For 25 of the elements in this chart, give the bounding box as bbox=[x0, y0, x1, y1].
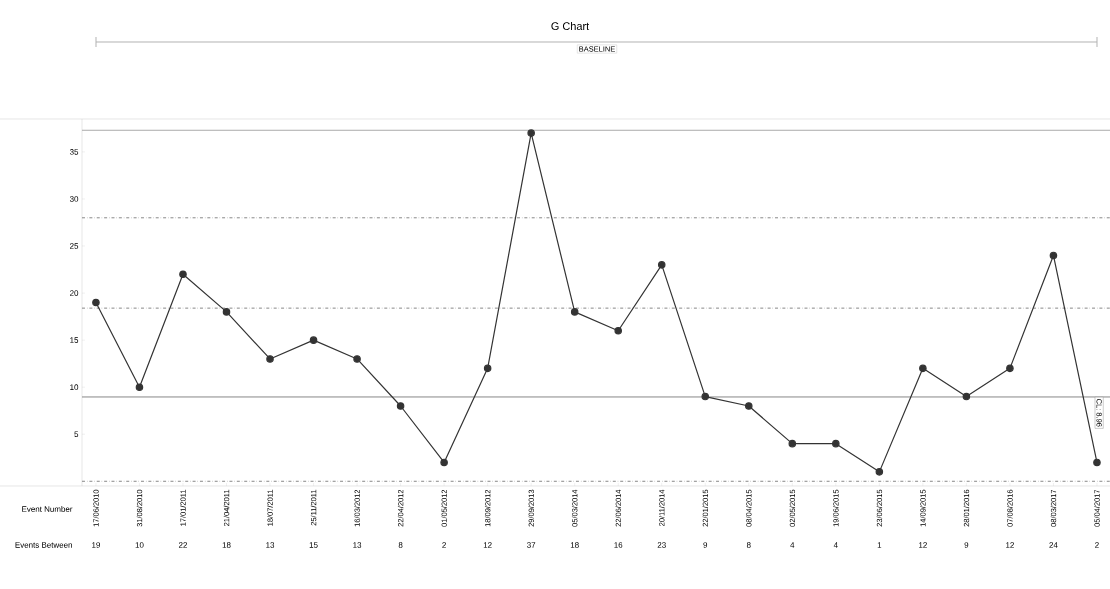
point bbox=[440, 458, 448, 467]
point bbox=[1006, 364, 1014, 373]
chart-title: G Chart bbox=[551, 21, 590, 31]
point bbox=[179, 270, 187, 279]
point bbox=[92, 298, 100, 307]
point bbox=[527, 129, 535, 137]
point bbox=[962, 392, 971, 401]
point bbox=[788, 439, 797, 448]
point bbox=[875, 468, 884, 476]
point bbox=[396, 402, 405, 410]
point bbox=[744, 402, 753, 410]
point bbox=[309, 336, 318, 344]
point bbox=[353, 355, 361, 363]
point bbox=[483, 364, 492, 373]
point bbox=[1049, 251, 1058, 260]
point bbox=[222, 308, 231, 316]
point bbox=[657, 261, 666, 269]
point bbox=[570, 308, 579, 316]
point bbox=[919, 364, 927, 373]
point bbox=[701, 392, 710, 401]
point bbox=[1093, 458, 1101, 467]
point bbox=[832, 439, 840, 448]
point bbox=[266, 355, 274, 363]
point bbox=[614, 326, 622, 335]
point bbox=[135, 383, 144, 391]
